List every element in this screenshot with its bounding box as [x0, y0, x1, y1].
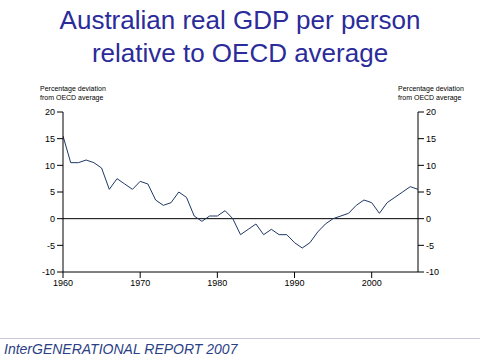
svg-text:1990: 1990 — [285, 278, 305, 288]
html-text:Australian real GDP per person: Australian real GDP per person relative … — [59, 5, 421, 68]
html-text:InterGENERATIONAL REPORT 2007: InterGENERATIONAL REPORT 2007 — [4, 341, 238, 357]
svg-text:15: 15 — [426, 134, 436, 144]
svg-text:10: 10 — [426, 161, 436, 171]
svg-text:2000: 2000 — [362, 278, 382, 288]
svg-text:-5: -5 — [426, 241, 434, 251]
svg-text:1970: 1970 — [130, 278, 150, 288]
svg-text:-10: -10 — [42, 267, 55, 277]
svg-text:1980: 1980 — [207, 278, 227, 288]
svg-text:0: 0 — [50, 214, 55, 224]
svg-text:1960: 1960 — [53, 278, 73, 288]
svg-text:-10: -10 — [426, 267, 439, 277]
svg-text:5: 5 — [426, 187, 431, 197]
svg-text:15: 15 — [45, 134, 55, 144]
html-text:Percentage deviation from OECD: Percentage deviation from OECD average — [40, 85, 106, 101]
svg-text:10: 10 — [45, 161, 55, 171]
svg-text:20: 20 — [45, 107, 55, 117]
svg-text:0: 0 — [426, 214, 431, 224]
svg-text:5: 5 — [50, 187, 55, 197]
svg-text:-5: -5 — [47, 241, 55, 251]
svg-text:20: 20 — [426, 107, 436, 117]
html-text:Percentage deviation from OECD: Percentage deviation from OECD average — [398, 85, 464, 101]
